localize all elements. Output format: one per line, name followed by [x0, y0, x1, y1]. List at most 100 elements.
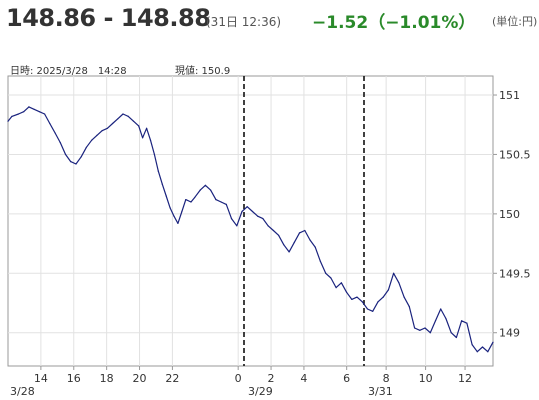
x-tick-label: 12 [458, 372, 472, 385]
price-point [414, 327, 416, 329]
price-point [466, 322, 468, 324]
price-point [471, 344, 473, 346]
y-tick-label: 150.5 [499, 148, 531, 161]
price-point [215, 199, 217, 201]
price-point [157, 170, 159, 172]
price-point [262, 218, 264, 220]
price-point [445, 317, 447, 320]
price-point [481, 346, 484, 348]
price-point [91, 139, 93, 141]
price-point [23, 111, 25, 113]
price-point [54, 132, 56, 134]
price-point [194, 196, 196, 198]
price-point [64, 153, 67, 155]
price-point [165, 195, 167, 197]
hover-datetime: 日時: 2025/3/28 14:28 [10, 66, 127, 77]
price-point [325, 272, 327, 274]
price-point [161, 183, 163, 185]
price-point [122, 113, 124, 115]
price-point [96, 134, 98, 136]
price-change: −1.52（−1.01%） [312, 13, 476, 33]
price-point [393, 272, 395, 274]
price-point [267, 225, 269, 227]
price-point [33, 108, 35, 110]
price-point [112, 122, 114, 125]
price-point [230, 218, 233, 220]
x-tick-label: 20 [133, 372, 147, 385]
price-point [241, 210, 243, 213]
price-point [199, 189, 201, 191]
plot-frame [7, 75, 494, 367]
price-point [434, 320, 437, 322]
quote-header: 148.86 - 148.88 (31日 12:36) −1.52（−1.01%… [6, 4, 538, 34]
price-point [190, 201, 192, 203]
price-point [398, 282, 400, 284]
price-point [304, 229, 306, 232]
price-point [28, 106, 30, 108]
price-point [424, 327, 426, 329]
price-point [44, 113, 46, 115]
x-tick-label: 6 [343, 372, 350, 385]
price-point [293, 241, 295, 243]
price-point [429, 332, 431, 334]
price-point [132, 120, 135, 122]
price-point [225, 203, 227, 205]
price-point [461, 320, 463, 322]
price-point [75, 163, 77, 165]
price-point [181, 210, 183, 213]
price-point [85, 146, 87, 148]
price-point [127, 115, 129, 117]
price-point [278, 234, 280, 236]
price-point [117, 118, 119, 120]
x-tick-label: 22 [165, 372, 179, 385]
price-point [177, 222, 179, 224]
price-point [149, 139, 152, 141]
price-point [314, 246, 316, 248]
price-point [169, 207, 171, 209]
date-label: 3/29 [248, 385, 273, 398]
x-tick-label: 8 [383, 372, 390, 385]
price-point [450, 332, 452, 334]
price-point [246, 206, 248, 208]
x-tick-label: 14 [34, 372, 48, 385]
price-point [372, 310, 374, 312]
y-tick-label: 149 [499, 327, 520, 340]
price-point [361, 301, 363, 303]
x-tick-label: 16 [67, 372, 81, 385]
x-tick-label: 4 [300, 372, 307, 385]
price-point [251, 210, 254, 213]
price-point [330, 277, 332, 279]
quote-time: (31日 12:36) [206, 15, 282, 29]
price-point [387, 289, 389, 291]
price-point [106, 127, 108, 129]
price-range: 148.86 - 148.88 [6, 4, 211, 32]
x-tick-label: 10 [419, 372, 433, 385]
price-point [138, 125, 140, 127]
price-point [272, 229, 274, 232]
price-point [340, 282, 342, 284]
y-tick-label: 150 [499, 208, 520, 221]
price-point [49, 122, 51, 125]
price-point [153, 153, 155, 155]
price-point [487, 351, 489, 353]
price-point [298, 232, 301, 234]
price-point [142, 137, 144, 139]
price-point [185, 199, 187, 201]
price-point [335, 287, 337, 289]
price-point [7, 120, 9, 122]
price-point [351, 298, 353, 300]
price-point [377, 301, 379, 303]
price-point [382, 296, 384, 298]
hover-current-value: 現値: 150.9 [175, 66, 231, 77]
price-point [403, 296, 405, 298]
date-label: 3/31 [368, 385, 393, 398]
x-tick-label: 2 [268, 372, 275, 385]
price-point [204, 184, 206, 186]
price-point [236, 225, 238, 227]
price-point [408, 306, 410, 308]
unit-label: (単位:円) [492, 15, 538, 28]
price-point [38, 111, 41, 113]
date-label: 3/28 [10, 385, 35, 398]
price-point [283, 244, 285, 246]
